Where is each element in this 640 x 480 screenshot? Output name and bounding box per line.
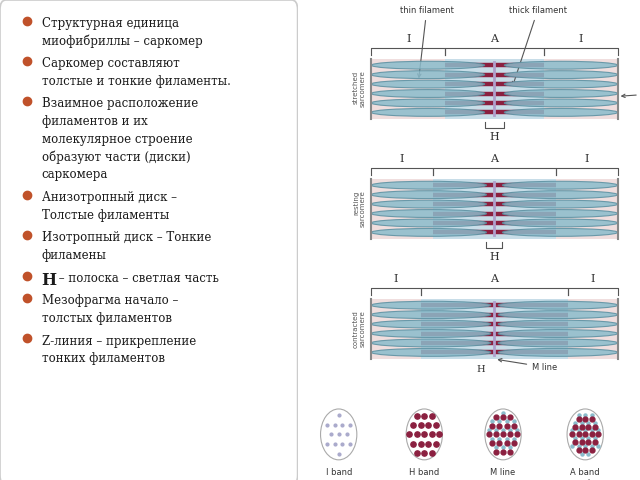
Text: Анизотропный диск –: Анизотропный диск – xyxy=(42,191,177,204)
Circle shape xyxy=(485,409,521,460)
FancyBboxPatch shape xyxy=(0,0,298,480)
Text: H: H xyxy=(490,132,499,142)
Ellipse shape xyxy=(504,80,618,88)
Ellipse shape xyxy=(371,108,484,116)
Text: миофибриллы – саркомер: миофибриллы – саркомер xyxy=(42,35,202,48)
Ellipse shape xyxy=(371,228,486,236)
Ellipse shape xyxy=(371,219,486,227)
Text: H: H xyxy=(476,365,485,374)
Bar xyxy=(445,59,544,119)
Text: Мезофрагма начало –: Мезофрагма начало – xyxy=(42,294,178,307)
Text: I band: I band xyxy=(326,468,352,478)
Ellipse shape xyxy=(502,191,618,199)
Text: A: A xyxy=(490,34,499,44)
Text: thick filament: thick filament xyxy=(509,6,566,85)
Ellipse shape xyxy=(498,339,618,347)
Text: Z-линия – прикрепление: Z-линия – прикрепление xyxy=(42,335,196,348)
Bar xyxy=(420,299,568,359)
Bar xyxy=(371,59,618,119)
Text: филаментов и их: филаментов и их xyxy=(42,115,147,128)
Text: Взаимное расположение: Взаимное расположение xyxy=(42,97,198,110)
Text: Структурная единица: Структурная единица xyxy=(42,17,179,30)
Ellipse shape xyxy=(371,181,486,189)
Text: A band
overlap: A band overlap xyxy=(570,468,601,480)
Text: I: I xyxy=(406,34,410,44)
Ellipse shape xyxy=(498,320,618,328)
Ellipse shape xyxy=(371,191,486,199)
Text: A: A xyxy=(490,154,499,164)
Ellipse shape xyxy=(371,339,491,347)
Text: I: I xyxy=(585,154,589,164)
Ellipse shape xyxy=(371,99,484,107)
Ellipse shape xyxy=(371,348,491,356)
Ellipse shape xyxy=(498,348,618,356)
Ellipse shape xyxy=(371,80,484,88)
Bar xyxy=(371,299,618,359)
Text: молекулярное строение: молекулярное строение xyxy=(42,133,192,146)
Ellipse shape xyxy=(504,71,618,79)
Text: тонких филаментов: тонких филаментов xyxy=(42,352,164,365)
Text: H: H xyxy=(490,252,499,262)
Circle shape xyxy=(406,409,442,460)
Ellipse shape xyxy=(504,61,618,69)
Ellipse shape xyxy=(371,71,484,79)
Ellipse shape xyxy=(371,330,491,337)
Text: I: I xyxy=(394,274,398,284)
Text: толстые и тонкие филаменты.: толстые и тонкие филаменты. xyxy=(42,75,230,88)
Ellipse shape xyxy=(371,61,484,69)
Ellipse shape xyxy=(504,108,618,116)
Ellipse shape xyxy=(498,330,618,337)
Ellipse shape xyxy=(371,200,486,208)
Text: образуют части (диски): образуют части (диски) xyxy=(42,151,190,164)
Text: – полоска – светлая часть: – полоска – светлая часть xyxy=(55,272,219,285)
Bar xyxy=(433,179,556,239)
Text: Саркомер составляют: Саркомер составляют xyxy=(42,57,179,70)
Text: I: I xyxy=(591,274,595,284)
Ellipse shape xyxy=(498,301,618,309)
Text: I: I xyxy=(579,34,583,44)
Text: M line: M line xyxy=(499,359,557,372)
Text: H: H xyxy=(42,272,57,288)
Text: H band: H band xyxy=(409,468,440,478)
Bar xyxy=(371,179,618,239)
Text: I: I xyxy=(400,154,404,164)
Circle shape xyxy=(321,409,357,460)
Ellipse shape xyxy=(498,311,618,319)
Ellipse shape xyxy=(502,219,618,227)
Ellipse shape xyxy=(371,311,491,319)
Circle shape xyxy=(567,409,604,460)
Ellipse shape xyxy=(504,99,618,107)
Ellipse shape xyxy=(502,228,618,236)
Ellipse shape xyxy=(504,90,618,97)
Ellipse shape xyxy=(371,301,491,309)
Text: Толстые филаменты: Толстые филаменты xyxy=(42,209,169,222)
Ellipse shape xyxy=(371,210,486,217)
Text: contracted
sarcomere: contracted sarcomere xyxy=(353,310,366,348)
Text: толстых филаментов: толстых филаментов xyxy=(42,312,172,325)
Text: Изотропный диск – Тонкие: Изотропный диск – Тонкие xyxy=(42,231,211,244)
Ellipse shape xyxy=(502,181,618,189)
Text: A: A xyxy=(490,274,499,284)
Text: thin filament: thin filament xyxy=(400,6,454,77)
Ellipse shape xyxy=(371,320,491,328)
Text: Z line: Z line xyxy=(621,89,640,98)
Ellipse shape xyxy=(502,210,618,217)
FancyBboxPatch shape xyxy=(294,0,640,480)
Text: resting
sarcomere: resting sarcomere xyxy=(353,191,366,227)
Text: M line: M line xyxy=(490,468,516,478)
Text: саркомера: саркомера xyxy=(42,168,108,181)
Text: stretched
sarcomere: stretched sarcomere xyxy=(353,71,366,107)
Text: филамены: филамены xyxy=(42,249,106,262)
Ellipse shape xyxy=(502,200,618,208)
Ellipse shape xyxy=(371,90,484,97)
